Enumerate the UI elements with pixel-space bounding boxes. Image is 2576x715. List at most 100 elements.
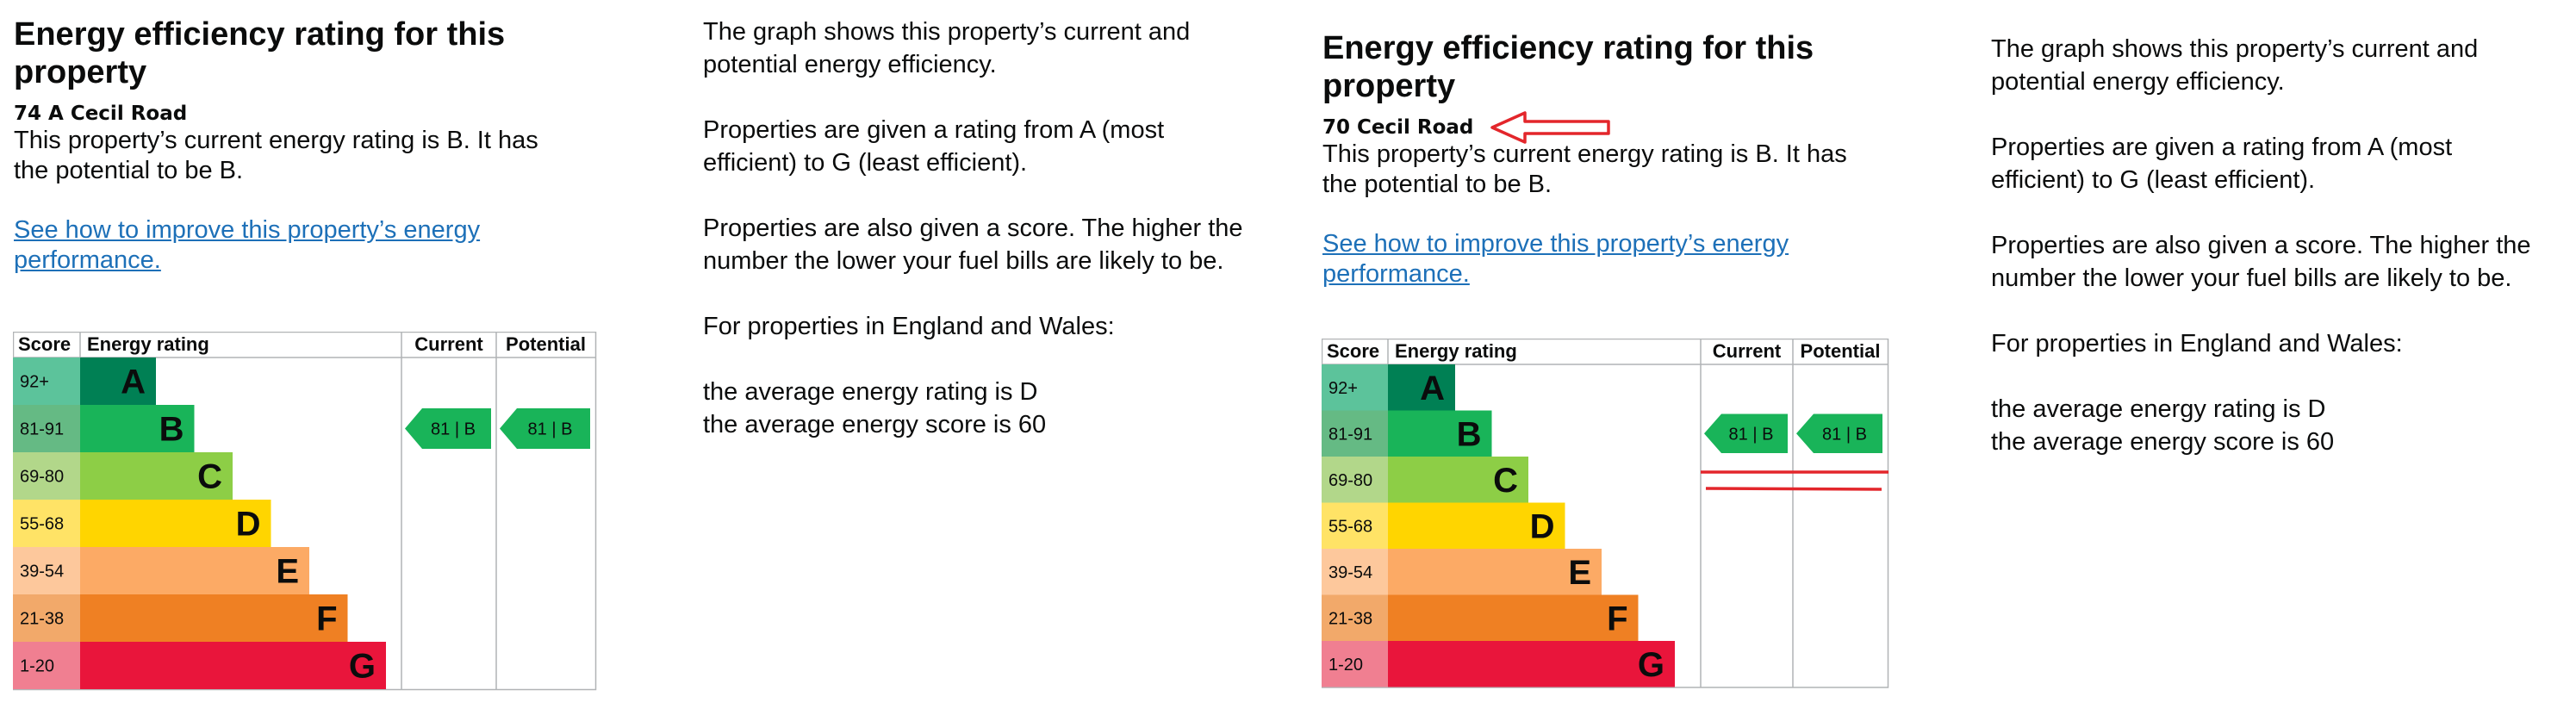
current-rating-label: 81 | B [431, 420, 476, 439]
info-text: efficient) to G (least efficient). [1991, 166, 2316, 194]
rating-bar-B [80, 405, 195, 452]
potential-header: Potential [506, 333, 586, 355]
rating-letter: E [276, 553, 299, 591]
info-text: number the lower your fuel bills are lik… [1991, 264, 2512, 292]
current-header: Current [414, 333, 483, 355]
page-title-line: property [14, 54, 147, 90]
score-cell [1322, 549, 1388, 595]
page-title: Energy efficiency rating for this proper… [1322, 29, 1943, 105]
potential-rating-label: 81 | B [1822, 425, 1867, 444]
energy-rating-header: Energy rating [1395, 340, 1517, 362]
page-title-line: Energy efficiency rating for this [1322, 30, 1814, 66]
rating-bar-F [1388, 594, 1639, 641]
right-property-panel: Energy efficiency rating for this proper… [1322, 29, 1943, 289]
energy-rating-chart-right: Score Energy rating Current Potential 92+ A 81… [1321, 338, 1890, 694]
potential-rating-arrow [1796, 413, 1882, 453]
info-text: For properties in England and Wales: [703, 313, 1115, 340]
potential-rating-label: 81 | B [528, 420, 573, 439]
info-text: potential energy efficiency. [1991, 68, 2285, 96]
current-rating-arrow [405, 408, 491, 449]
property-address: 74 A Cecil Road [14, 103, 188, 125]
score-header: Score [18, 333, 71, 355]
rating-summary-line: This property’s current energy rating is… [1322, 140, 1847, 168]
rating-bar-F [80, 594, 348, 642]
score-cell [1322, 364, 1388, 411]
rating-summary-line: This property’s current energy rating is… [14, 127, 538, 154]
rating-bar-E [1388, 549, 1602, 595]
energy-rating-graph: Score Energy rating Current Potential 92+ A 81… [1321, 338, 1889, 688]
energy-rating-graph: Score Energy rating Current Potential 92+ A 81… [12, 331, 597, 691]
rating-bar-B [1388, 410, 1492, 457]
rating-bar-D [80, 500, 271, 547]
score-range-label: 92+ [20, 373, 49, 392]
score-header: Score [1327, 340, 1379, 362]
score-cell [1322, 641, 1388, 687]
info-column-left: The graph shows this property’s current … [703, 16, 1243, 441]
rating-summary: This property’s current energy rating is… [1322, 140, 1943, 200]
rating-bar-D [1388, 502, 1565, 549]
rating-bar-C [1388, 457, 1528, 503]
improve-energy-link-line: performance. [14, 246, 161, 274]
rating-letter: E [1568, 554, 1591, 592]
score-range-label: 1-20 [1328, 656, 1363, 675]
improve-energy-link[interactable]: See how to improve this property’s energ… [1322, 229, 1943, 289]
rating-letter: D [1530, 507, 1555, 545]
score-range-label: 39-54 [1328, 563, 1372, 582]
potential-rating-arrow [500, 408, 590, 449]
rating-letter: F [1607, 600, 1627, 637]
rating-letter: B [159, 411, 184, 449]
rating-summary-line: the potential to be B. [1322, 171, 1552, 198]
score-range-label: 69-80 [1328, 471, 1372, 490]
info-text: Properties are also given a score. The h… [1991, 232, 2531, 259]
info-text: number the lower your fuel bills are lik… [703, 247, 1224, 275]
address-row: 70 Cecil Road [1322, 111, 1943, 144]
score-range-label: 81-91 [1328, 425, 1372, 444]
current-header: Current [1713, 340, 1782, 362]
score-cell [1322, 594, 1388, 641]
red-underline-annotation [1705, 487, 1882, 491]
property-address: 70 Cecil Road [1322, 116, 1474, 139]
rating-letter: C [1493, 462, 1518, 500]
rating-bar-G [80, 642, 386, 689]
score-range-label: 81-91 [20, 420, 64, 439]
score-range-label: 21-38 [1328, 609, 1372, 628]
rating-bar-A [80, 358, 156, 405]
rating-bar-E [80, 547, 309, 594]
improve-energy-link-line: performance. [1322, 260, 1470, 288]
info-text: The graph shows this property’s current … [1991, 35, 2479, 63]
improve-energy-link-line: See how to improve this property’s energ… [1322, 230, 1789, 258]
score-range-label: 69-80 [20, 468, 64, 487]
score-range-label: 21-38 [20, 610, 64, 629]
rating-bar-A [1388, 364, 1455, 411]
rating-letter: A [121, 364, 146, 401]
info-text: the average energy score is 60 [703, 411, 1047, 438]
current-rating-arrow [1704, 413, 1788, 453]
page-title: Energy efficiency rating for this proper… [14, 16, 634, 91]
energy-rating-chart-left: Score Energy rating Current Potential 92+ A 81… [12, 331, 599, 696]
score-range-label: 55-68 [1328, 517, 1372, 536]
score-range-label: 39-54 [20, 563, 64, 581]
score-cell [13, 547, 80, 594]
rating-bar-C [80, 452, 233, 500]
current-rating-label: 81 | B [1729, 425, 1774, 444]
improve-energy-link[interactable]: See how to improve this property’s energ… [14, 215, 634, 276]
rating-bar-G [1388, 641, 1675, 687]
improve-energy-link-line: See how to improve this property’s energ… [14, 216, 481, 244]
red-arrow-annotation [1490, 111, 1610, 144]
energy-rating-header: Energy rating [87, 333, 209, 355]
rating-letter: G [1638, 646, 1664, 684]
score-cell [13, 642, 80, 689]
potential-header: Potential [1801, 340, 1881, 362]
score-cell [13, 405, 80, 452]
page-title-line: Energy efficiency rating for this [14, 16, 506, 53]
info-text: Properties are also given a score. The h… [703, 214, 1243, 242]
rating-letter: F [316, 600, 337, 638]
rating-summary: This property’s current energy rating is… [14, 126, 634, 186]
info-column-right: The graph shows this property’s current … [1991, 33, 2531, 458]
rating-letter: C [197, 458, 222, 496]
info-text: efficient) to G (least efficient). [703, 149, 1028, 177]
score-cell [13, 358, 80, 405]
page-title-line: property [1322, 68, 1456, 104]
left-property-panel: Energy efficiency rating for this proper… [14, 16, 634, 276]
info-text: For properties in England and Wales: [1991, 330, 2403, 358]
